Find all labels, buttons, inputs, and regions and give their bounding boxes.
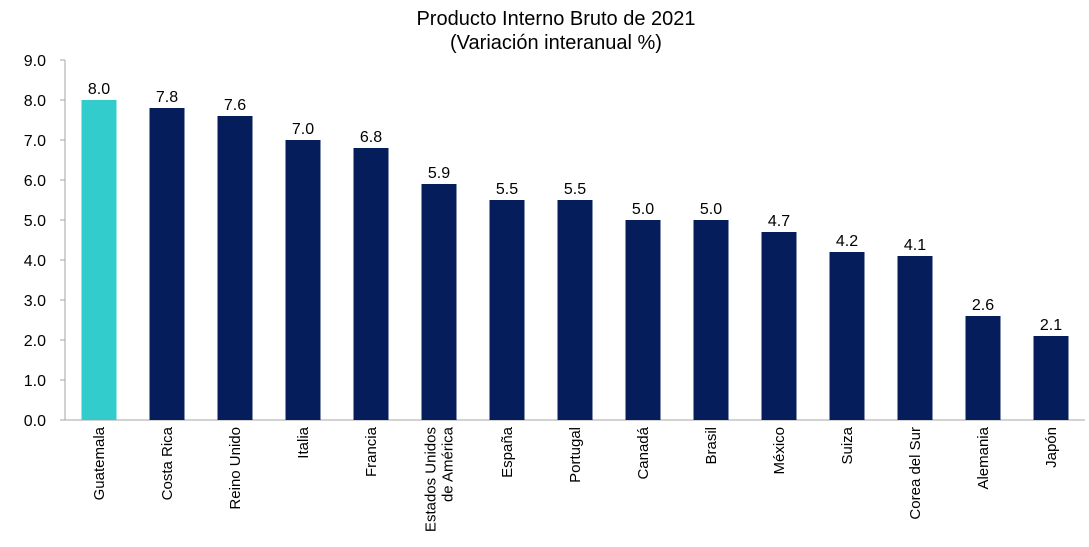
category-label-line: Brasil: [703, 427, 720, 465]
bar: [353, 148, 389, 420]
category-label-line: Guatemala: [91, 426, 108, 500]
y-tick-label: 5.0: [24, 213, 46, 230]
category-label: Suiza: [839, 426, 856, 464]
bar: [965, 316, 1001, 420]
y-tick-label: 3.0: [24, 293, 46, 310]
y-tick-label: 1.0: [24, 373, 46, 390]
bar: [149, 108, 185, 420]
bar: [81, 100, 117, 420]
category-label-line: Suiza: [839, 426, 856, 464]
bar: [761, 232, 797, 420]
bar: [285, 140, 321, 420]
chart-subtitle: (Variación interanual %): [450, 32, 662, 54]
data-label: 5.5: [496, 181, 518, 198]
data-label: 4.2: [836, 233, 858, 250]
bar: [1033, 336, 1069, 420]
data-label: 5.5: [564, 181, 586, 198]
bar: [829, 252, 865, 420]
data-label: 5.0: [700, 201, 722, 218]
y-tick-label: 0.0: [24, 413, 46, 430]
category-label: España: [499, 426, 516, 478]
y-tick-label: 4.0: [24, 253, 46, 270]
y-tick-label: 8.0: [24, 93, 46, 110]
category-label-line: Portugal: [567, 427, 584, 483]
category-label: Estados Unidosde América: [423, 426, 457, 532]
category-label: Guatemala: [91, 426, 108, 500]
y-tick-label: 2.0: [24, 333, 46, 350]
y-tick-label: 7.0: [24, 133, 46, 150]
category-label-line: Francia: [363, 426, 380, 477]
category-label: México: [771, 427, 788, 475]
bars-group: [81, 100, 1069, 420]
category-labels-group: Guatemala Costa Rica Reino Unido Italia Fran…: [91, 426, 1060, 532]
category-label: Italia: [295, 426, 312, 458]
data-label: 2.1: [1040, 317, 1062, 334]
data-label: 6.8: [360, 129, 382, 146]
data-label: 5.9: [428, 165, 450, 182]
category-label-line: México: [771, 427, 788, 475]
category-label: Portugal: [567, 427, 584, 483]
chart-title: Producto Interno Bruto de 2021: [416, 8, 695, 30]
y-tick-label: 9.0: [24, 53, 46, 70]
category-label: Francia: [363, 426, 380, 477]
data-label: 7.6: [224, 97, 246, 114]
bar: [897, 256, 933, 420]
category-label-line: Reino Unido: [227, 427, 244, 510]
bar: [693, 220, 729, 420]
category-label-line: Canadá: [635, 426, 652, 479]
data-label: 7.8: [156, 89, 178, 106]
bar: [217, 116, 253, 420]
category-label: Corea del Sur: [907, 427, 924, 520]
value-labels-group: 8.0 7.8 7.6 7.0 6.8 5.9 5.5 5.5 5.0 5.0 4.7 4.2 4.1 2…: [88, 81, 1062, 334]
category-label: Brasil: [703, 427, 720, 465]
bar: [421, 184, 457, 420]
category-label-line: España: [499, 426, 516, 478]
data-label: 4.7: [768, 213, 790, 230]
category-label-line: Estados Unidos: [423, 427, 440, 532]
category-label: Canadá: [635, 426, 652, 479]
category-label: Japón: [1043, 427, 1060, 468]
data-label: 2.6: [972, 297, 994, 314]
category-label-line: Costa Rica: [159, 426, 176, 500]
category-label: Alemania: [975, 426, 992, 489]
category-label-line: Japón: [1043, 427, 1060, 468]
category-label-line: Corea del Sur: [907, 427, 924, 520]
category-label-line: de América: [440, 426, 457, 502]
y-tick-label: 6.0: [24, 173, 46, 190]
category-label-line: Alemania: [975, 426, 992, 489]
data-label: 5.0: [632, 201, 654, 218]
data-label: 8.0: [88, 81, 110, 98]
category-label: Costa Rica: [159, 426, 176, 500]
data-label: 4.1: [904, 237, 926, 254]
category-label: Reino Unido: [227, 427, 244, 510]
category-label-line: Italia: [295, 426, 312, 458]
data-label: 7.0: [292, 121, 314, 138]
bar: [557, 200, 593, 420]
bar: [489, 200, 525, 420]
bar: [625, 220, 661, 420]
